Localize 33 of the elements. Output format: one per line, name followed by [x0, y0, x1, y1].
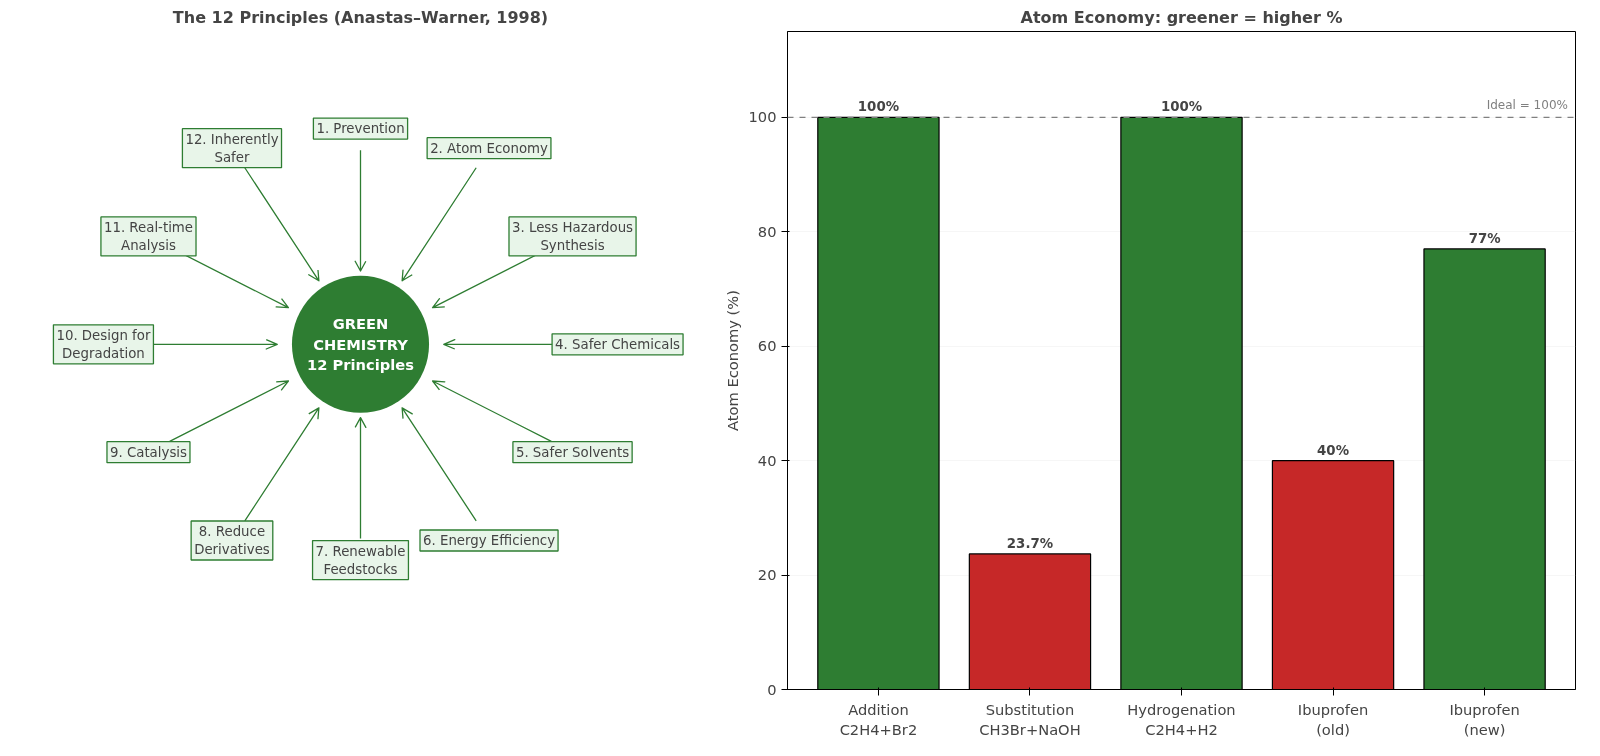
- x-tick-label: Ibuprofen (old): [1297, 700, 1369, 738]
- data-label: 100%: [857, 99, 900, 115]
- y-tick-label: 40: [757, 451, 777, 469]
- category-label: 11. Real-time Analysis: [103, 219, 194, 253]
- y-tick-label: 20: [757, 566, 777, 584]
- y-tick-label: 60: [757, 337, 777, 355]
- category-label: 5. Safer Solvents: [515, 444, 630, 460]
- x-tick-label: Addition C2H4+Br2: [839, 700, 918, 738]
- category-label: 9. Catalysis: [109, 444, 188, 460]
- category-label: 7. Renewable Feedstocks: [315, 543, 406, 577]
- text: GREEN CHEMISTRY 12 Principles: [307, 315, 415, 374]
- category-label: 8. Reduce Derivatives: [194, 524, 270, 557]
- text: The 12 Principles (Anastas–Warner, 1998): [172, 7, 549, 27]
- category-label: 12. Inherently Safer: [185, 131, 279, 165]
- chart-title: Atom Economy: greener = higher %: [1020, 7, 1343, 27]
- data-label: 23.7%: [1006, 535, 1054, 551]
- x-tick-label: Hydrogenation C2H4+H2: [1127, 700, 1236, 738]
- y-tick-label: 0: [767, 680, 777, 698]
- data-label: 40%: [1317, 442, 1349, 458]
- data-label: 100%: [1160, 99, 1203, 115]
- category-label: 10. Design for Degradation: [56, 327, 151, 361]
- ref-line-label: Ideal = 100%: [1486, 98, 1568, 113]
- y-axis-title: Atom Economy (%): [723, 290, 741, 431]
- category-label: 6. Energy Efficiency: [423, 533, 556, 548]
- data-label: 77%: [1468, 230, 1501, 246]
- category-label: 4. Safer Chemicals: [555, 336, 681, 352]
- category-label: 1. Prevention: [316, 121, 405, 137]
- category-label: 3. Less Hazardous Synthesis: [511, 219, 634, 253]
- y-tick-label: 80: [757, 222, 777, 240]
- category-label: 2. Atom Economy: [430, 140, 549, 156]
- y-tick-label: 100: [748, 108, 777, 126]
- x-tick-label: Ibuprofen (new): [1449, 700, 1520, 738]
- x-tick-label: Substitution CH3Br+NaOH: [979, 700, 1081, 738]
